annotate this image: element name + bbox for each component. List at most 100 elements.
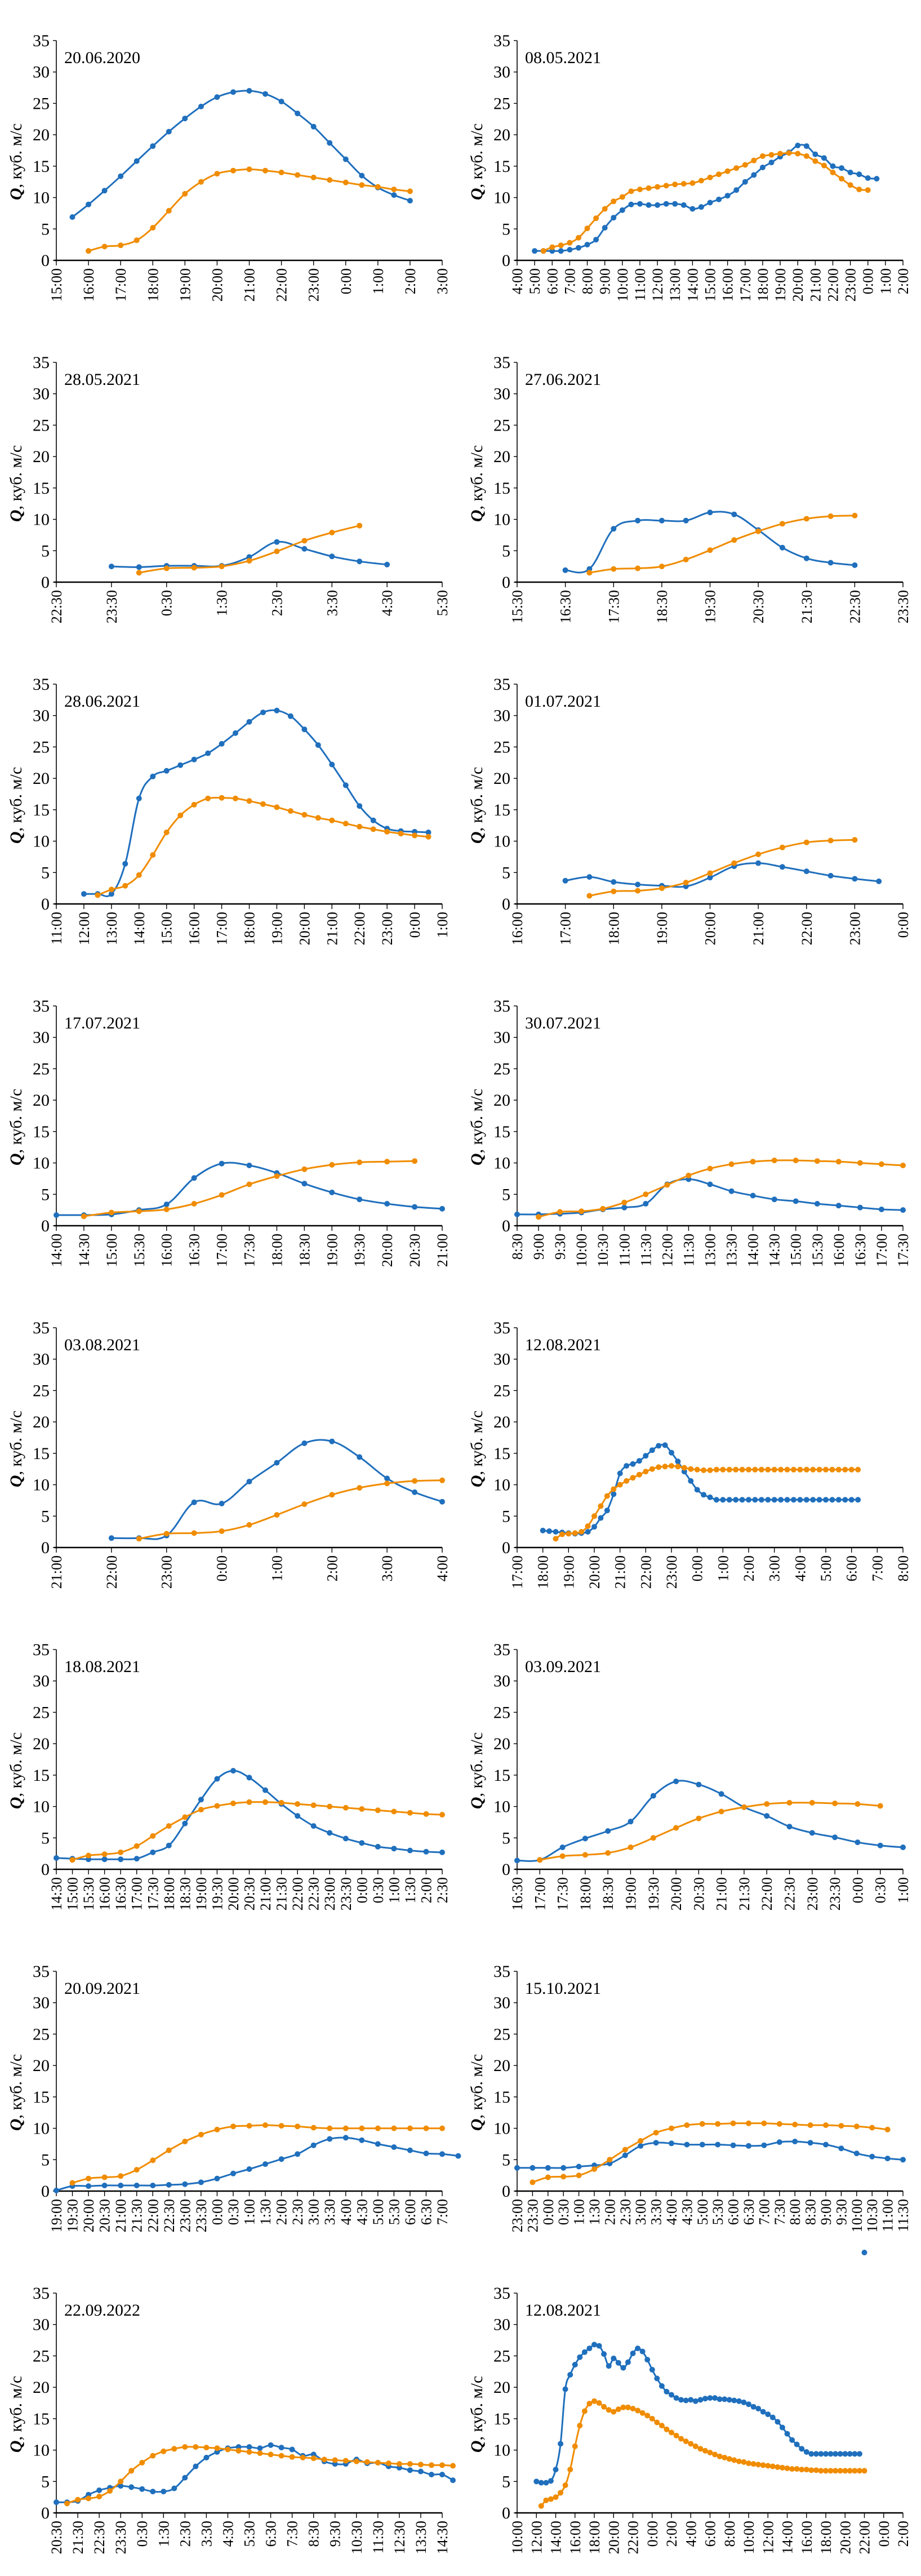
x-tick-label: 11:00 xyxy=(48,912,65,945)
x-tick-label: 20:30 xyxy=(407,1234,423,1267)
data-point xyxy=(182,2444,188,2450)
data-point xyxy=(108,1535,114,1541)
x-tick-label: 21:00 xyxy=(242,268,258,302)
data-point xyxy=(301,546,308,552)
data-point xyxy=(701,1467,707,1473)
x-tick-label: 16:00 xyxy=(81,268,97,302)
data-point xyxy=(707,509,713,516)
y-tick-label: 25 xyxy=(33,738,50,756)
x-tick-label: 5:00 xyxy=(695,2199,711,2225)
y-axis-title: Q, куб. м/с xyxy=(7,1411,25,1487)
data-point xyxy=(827,560,834,566)
data-point xyxy=(198,2131,204,2138)
y-axis-title: Q, куб. м/с xyxy=(7,767,25,844)
series-series1 xyxy=(540,1442,861,1537)
data-point xyxy=(689,180,696,186)
data-point xyxy=(268,2451,274,2458)
data-point xyxy=(329,1189,335,1195)
data-point xyxy=(643,1201,649,1207)
data-point xyxy=(559,1845,566,1850)
data-point xyxy=(611,198,617,205)
data-point xyxy=(559,1531,565,1537)
data-point xyxy=(702,2448,708,2454)
x-tick-label: 23:00 xyxy=(306,268,322,302)
data-point xyxy=(707,1165,713,1172)
data-point xyxy=(412,1489,418,1495)
data-point xyxy=(751,172,757,178)
data-point xyxy=(384,1475,390,1482)
data-point xyxy=(193,2444,199,2450)
data-point xyxy=(778,1466,784,1473)
series-line xyxy=(516,1780,904,1862)
y-axis-title-symbol: Q xyxy=(7,831,25,844)
y-axis-title-units: , куб. м/с xyxy=(468,123,486,188)
x-tick-label: 23:00 xyxy=(847,912,863,945)
data-point xyxy=(257,2445,263,2451)
y-tick-label: 30 xyxy=(33,1994,50,2012)
x-tick-label: 11:30 xyxy=(370,2521,386,2553)
data-point xyxy=(829,1497,835,1503)
x-tick-label: 23:30 xyxy=(895,590,911,623)
x-tick-label: 4:00 xyxy=(509,268,526,294)
y-tick-label: 10 xyxy=(493,1798,510,1816)
y-axis-title-symbol: Q xyxy=(7,2118,25,2131)
series-series1 xyxy=(69,88,413,220)
data-point xyxy=(876,878,882,884)
data-point xyxy=(191,1499,197,1505)
data-point xyxy=(177,762,184,768)
data-point xyxy=(278,2156,284,2162)
x-tick-label: 1:30 xyxy=(586,2199,603,2225)
data-point xyxy=(602,225,608,231)
data-point xyxy=(852,562,858,568)
data-point xyxy=(262,2161,268,2167)
data-point xyxy=(572,2362,578,2367)
data-point xyxy=(733,1466,739,1473)
data-point xyxy=(193,2463,199,2469)
x-tick-label: 21:00 xyxy=(113,2199,129,2232)
x-tick-label: 22:00 xyxy=(274,268,290,302)
data-point xyxy=(717,2453,723,2459)
x-tick-label: 18:00 xyxy=(818,2521,834,2554)
data-point xyxy=(586,2346,593,2352)
data-point xyxy=(786,1799,793,1806)
data-point xyxy=(838,2145,844,2152)
y-tick-label: 5 xyxy=(502,2151,510,2169)
y-tick-label: 20 xyxy=(33,1091,50,1110)
x-tick-label: 17:00 xyxy=(113,268,129,302)
series-line xyxy=(533,144,878,252)
y-tick-label: 5 xyxy=(41,1507,50,1526)
line-chart: 0 5 10 15 20 25 30 35 22:30 23:30 0:30 1:30 2:30 3:30… xyxy=(7,353,451,623)
x-tick-label: 20:00 xyxy=(702,912,719,945)
data-point xyxy=(364,2459,370,2465)
x-tick-label: 21:30 xyxy=(274,1877,290,1910)
data-point xyxy=(692,2398,698,2404)
data-point xyxy=(722,2454,728,2460)
data-point xyxy=(692,2443,698,2449)
x-tick-label: 23:30 xyxy=(193,2199,210,2232)
y-tick-label: 20 xyxy=(493,1735,510,1753)
data-point xyxy=(136,1208,142,1214)
x-tick-label: 23:00 xyxy=(843,268,859,302)
data-point xyxy=(611,215,617,221)
data-point xyxy=(118,2479,124,2485)
data-point xyxy=(562,877,568,884)
y-axis-title-units: , куб. м/с xyxy=(7,445,25,510)
data-point xyxy=(852,2451,858,2457)
y-tick-label: 35 xyxy=(33,1962,50,1981)
x-tick-label: 22:00 xyxy=(625,2521,642,2554)
x-tick-label: 2:30 xyxy=(617,2199,634,2225)
series-series1 xyxy=(54,1768,445,1863)
data-point xyxy=(108,564,114,570)
data-point xyxy=(278,1799,284,1806)
data-point xyxy=(816,1466,822,1473)
x-tick-label: 23:00 xyxy=(379,912,395,945)
data-point xyxy=(707,1494,713,1500)
x-tick-label: 22:00 xyxy=(857,2521,873,2554)
data-point xyxy=(856,2451,862,2457)
data-point xyxy=(779,2424,785,2431)
chart-date-label: 03.08.2021 xyxy=(64,1336,140,1354)
x-tick-label: 22:00 xyxy=(638,1555,654,1589)
x-tick-label: 4:00 xyxy=(434,1555,451,1581)
data-point xyxy=(136,795,142,801)
data-point xyxy=(842,2451,848,2457)
